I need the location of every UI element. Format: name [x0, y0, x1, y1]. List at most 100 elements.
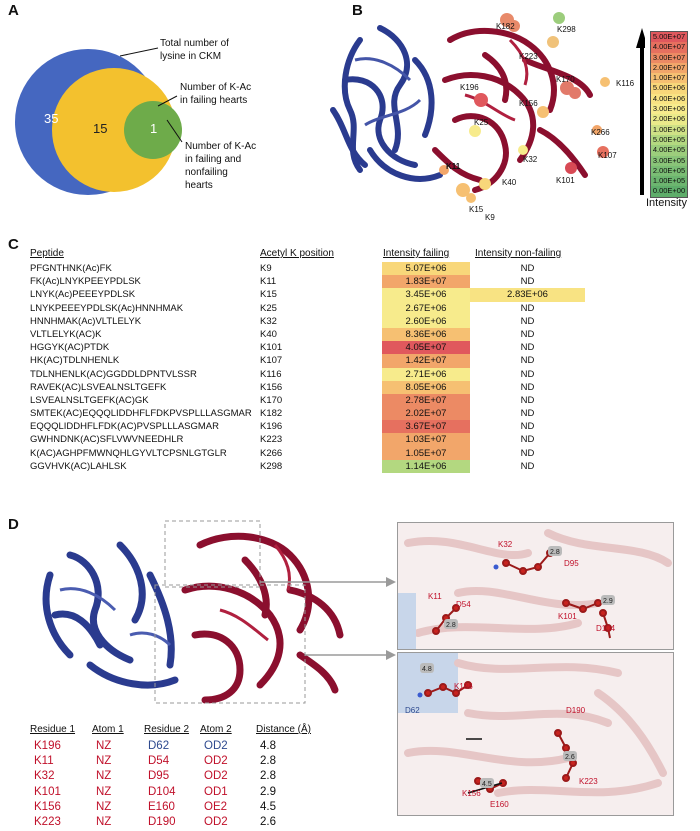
intensity-failing-cell: 3.45E+06	[382, 288, 470, 302]
distance-table-row: K101 NZ D104 OD1 2.9	[30, 786, 340, 801]
inset-bottom: 4.8 2.6 4.5 K196 D62 D190 K223 K156 E160	[397, 652, 674, 816]
table-row: GWHNDNK(AC)SFLVWVNEEDHLR K223 1.03E+07 ND	[30, 433, 590, 447]
inset-residue-label: K156	[462, 789, 481, 798]
venn-label-failing: Number of K-Ac in failing hearts	[180, 82, 252, 106]
peptide-cell: FK(Ac)LNYKPEEYPDLSK	[30, 276, 141, 288]
distance-cell-atom1: NZ	[96, 740, 112, 752]
distance-cell-res2: D62	[148, 740, 170, 752]
inset-residue-label: K223	[579, 777, 598, 786]
col-header-failing: Intensity failing	[383, 248, 450, 259]
table-row: LNYK(Ac)PEEEYPDLSK K15 3.45E+06 2.83E+06	[30, 288, 590, 302]
intensity-nonfailing-cell: ND	[520, 394, 535, 406]
peptide-cell: LNYKPEEEYPDLSK(Ac)HNNHMAK	[30, 302, 184, 314]
scale-cell: 5.00E+07	[651, 32, 687, 43]
lysine-label: K116	[616, 79, 635, 88]
scale-cell: 3.00E+07	[651, 52, 687, 63]
panel-label-a: A	[8, 2, 19, 19]
lysine-label: K25	[474, 118, 489, 127]
protein-structure-d	[42, 520, 344, 704]
peptide-cell: PFGNTHNK(Ac)FK	[30, 263, 112, 274]
position-cell: K156	[260, 381, 283, 393]
lysine-label: K11	[446, 162, 461, 171]
intensity-failing-cell: 2.67E+06	[382, 301, 470, 315]
peptide-cell: HGGYK(AC)PTDK	[30, 342, 110, 354]
intensity-nonfailing-cell: ND	[520, 408, 535, 420]
position-cell: K32	[260, 315, 277, 327]
intensity-failing-cell: 5.07E+06	[382, 262, 470, 276]
intensity-nonfailing-cell: ND	[520, 263, 535, 274]
distance-table-row: K156 NZ E160 OE2 4.5	[30, 801, 340, 816]
distance-cell-atom2: OD2	[204, 815, 228, 828]
distance-cell-dist: 2.8	[260, 755, 276, 768]
lysine-label: K9	[485, 213, 495, 222]
col-header-nonfailing: Intensity non-failing	[475, 248, 562, 259]
scale-cell: 2.00E+05	[651, 165, 687, 177]
scale-cell: 3.00E+06	[651, 104, 687, 115]
lysine-label: K101	[556, 176, 575, 185]
distance-cell-res2: E160	[148, 800, 175, 813]
table-row: GGVHVK(AC)LAHLSK K298 1.14E+06 ND	[30, 459, 590, 473]
venn-middle-circle	[52, 68, 176, 192]
red-domain-d	[181, 532, 344, 704]
table-row: HGGYK(AC)PTDK K101 4.05E+07 ND	[30, 341, 590, 355]
distance-table-header: Residue 1 Atom 1 Residue 2 Atom 2 Distance (…	[30, 724, 340, 740]
table-row: HK(AC)TDLNHENLK K107 1.42E+07 ND	[30, 354, 590, 368]
distance-cell-dist: 2.8	[260, 770, 276, 783]
venn-label-total: Total number of lysine in CKM	[160, 38, 229, 62]
distance-col-header: Atom 1	[92, 724, 124, 735]
red-domain	[432, 27, 593, 193]
leader-line-total	[119, 47, 159, 57]
distance-cell-res2: D104	[148, 785, 176, 798]
distance-col-header: Distance (Å)	[256, 724, 312, 735]
venn-outer-value: 35	[44, 111, 59, 126]
intensity-failing-cell: 1.83E+07	[382, 275, 470, 289]
position-cell: K9	[260, 263, 272, 274]
distance-col-header: Residue 1	[30, 724, 76, 735]
intensity-failing-cell: 2.71E+06	[382, 367, 470, 381]
intensity-failing-cell: 4.05E+07	[382, 341, 470, 355]
peptide-cell: HNNHMAK(Ac)VLTLELYK	[30, 315, 142, 327]
peptide-cell: HK(AC)TDLNHENLK	[30, 355, 120, 367]
distance-cell-res1: K196	[34, 740, 61, 752]
lysine-label: K107	[598, 151, 617, 160]
intensity-nonfailing-cell: ND	[520, 434, 535, 446]
inset-residue-label: D104	[596, 624, 616, 633]
position-cell: K223	[260, 434, 283, 446]
scale-cell: 3.00E+05	[651, 155, 687, 166]
position-cell: K170	[260, 394, 283, 406]
peptide-cell: LSVEALNSLTGEFK(AC)GK	[30, 394, 149, 406]
inset-residue-label: D95	[564, 559, 579, 568]
scale-cell: 4.00E+05	[651, 145, 687, 156]
blue-domain	[330, 25, 443, 182]
intensity-scale-title: Intensity	[646, 197, 687, 209]
distance-cell-res2: D190	[148, 815, 176, 828]
blue-domain-d	[42, 541, 179, 689]
table-row: SMTEK(AC)EQQQLIDDHFLFDKPVSPLLLASGMAR K182…	[30, 407, 590, 421]
table-row: RAVEK(AC)LSVEALNSLTGEFK K156 8.05E+06 ND	[30, 380, 590, 394]
table-row: PFGNTHNK(Ac)FK K9 5.07E+06 ND	[30, 262, 590, 276]
distance-badge: 2.8	[550, 549, 560, 556]
inset-top: 2.8 2.9 2.8 K32 D95 K11 D54 K101 D104	[397, 522, 674, 650]
table-row: TDLNHENLK(AC)GGDDLDPNTVLSSR K116 2.71E+06 N…	[30, 367, 590, 381]
leader-line-failing	[157, 95, 178, 107]
intensity-nonfailing-cell: ND	[520, 355, 535, 367]
distance-cell-dist: 4.5	[260, 800, 276, 813]
scale-cell: 5.00E+05	[651, 134, 687, 146]
panel-label-c: C	[8, 236, 19, 253]
distance-cell-atom1: NZ	[96, 800, 112, 813]
intensity-nonfailing-cell: ND	[520, 447, 535, 459]
intensity-nonfailing-cell: ND	[520, 368, 535, 380]
intensity-scale: 5.00E+07 4.00E+07 3.00E+07 2.00E+07 1.00E+07…	[650, 31, 688, 198]
venn-inner-value: 1	[150, 121, 158, 136]
intensity-failing-cell: 8.36E+06	[382, 327, 470, 342]
intensity-failing-cell: 1.03E+07	[382, 433, 470, 447]
distance-cell-dist: 2.6	[260, 815, 276, 828]
intensity-nonfailing-cell: ND	[520, 381, 535, 393]
protein-structure-b	[330, 12, 645, 203]
lysine-label: K32	[523, 155, 538, 164]
lysine-spheres	[439, 12, 610, 203]
intensity-failing-cell: 2.78E+07	[382, 393, 470, 408]
distance-badge: 2.6	[565, 754, 575, 761]
distance-table: Residue 1 Atom 1 Residue 2 Atom 2 Distance (…	[30, 724, 340, 831]
intensity-failing-cell: 1.05E+07	[382, 446, 470, 460]
